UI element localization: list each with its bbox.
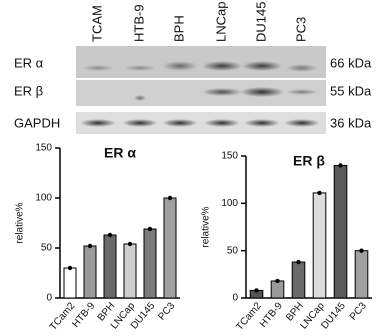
size-label: 55 kDa — [330, 83, 372, 98]
bar — [143, 228, 157, 299]
chart-title: ER α — [104, 145, 136, 161]
x-tick-label: HTB-9 — [258, 300, 285, 330]
chart-title: ER β — [293, 153, 325, 169]
row-label: ER β — [14, 83, 43, 98]
blot-strip — [76, 46, 326, 78]
data-point — [254, 288, 259, 293]
x-tick-label: DU145 — [319, 300, 348, 331]
x-tick-label: HTB-9 — [70, 300, 97, 330]
bar — [163, 197, 177, 299]
x-tick-label: TCam2 — [48, 300, 78, 333]
bar — [103, 234, 117, 299]
bands — [80, 61, 320, 127]
row-label: ER α — [14, 55, 44, 70]
y-axis-label: relative% — [15, 202, 26, 243]
y-tick-label: 100 — [35, 193, 52, 204]
bar — [123, 243, 137, 299]
x-tick-label: TCam2 — [234, 300, 264, 333]
lane-label: HTB-9 — [131, 4, 146, 42]
data-point — [147, 226, 153, 232]
size-label: 66 kDa — [330, 55, 372, 70]
x-tick-label: PC3 — [156, 300, 177, 322]
bar — [63, 267, 77, 299]
y-tick-label: 0 — [232, 293, 238, 304]
data-point — [167, 195, 173, 201]
data-point — [338, 163, 343, 168]
y-tick-label: 150 — [35, 143, 52, 154]
lane-label: BPH — [171, 15, 186, 42]
bar — [270, 280, 285, 299]
bar — [354, 250, 369, 299]
lane-label: PC3 — [293, 17, 308, 42]
data-point — [296, 259, 301, 265]
lane-label: DU145 — [253, 2, 268, 42]
row-label: GAPDH — [14, 115, 60, 130]
y-tick-label: 50 — [227, 245, 239, 256]
data-point — [275, 278, 280, 284]
y-axis-label: relative% — [201, 206, 212, 247]
lane-label: TCAM — [89, 5, 104, 42]
y-tick-label: 150 — [221, 151, 238, 162]
bar — [312, 192, 327, 299]
blot-strip — [76, 112, 326, 134]
data-point — [87, 243, 93, 249]
data-point — [359, 248, 364, 253]
bar — [333, 164, 348, 299]
lane-label: LNCap — [213, 2, 228, 42]
bar — [291, 261, 306, 299]
x-tick-label: PC3 — [348, 300, 369, 322]
y-tick-label: 100 — [221, 198, 238, 209]
blot-strip — [76, 80, 326, 106]
bar — [83, 245, 97, 299]
data-point — [317, 190, 322, 196]
size-label: 36 kDa — [330, 115, 372, 130]
y-tick-label: 0 — [46, 293, 52, 304]
data-point — [127, 241, 133, 247]
y-tick-label: 50 — [41, 243, 53, 254]
data-point — [107, 232, 113, 238]
data-point — [67, 265, 73, 271]
